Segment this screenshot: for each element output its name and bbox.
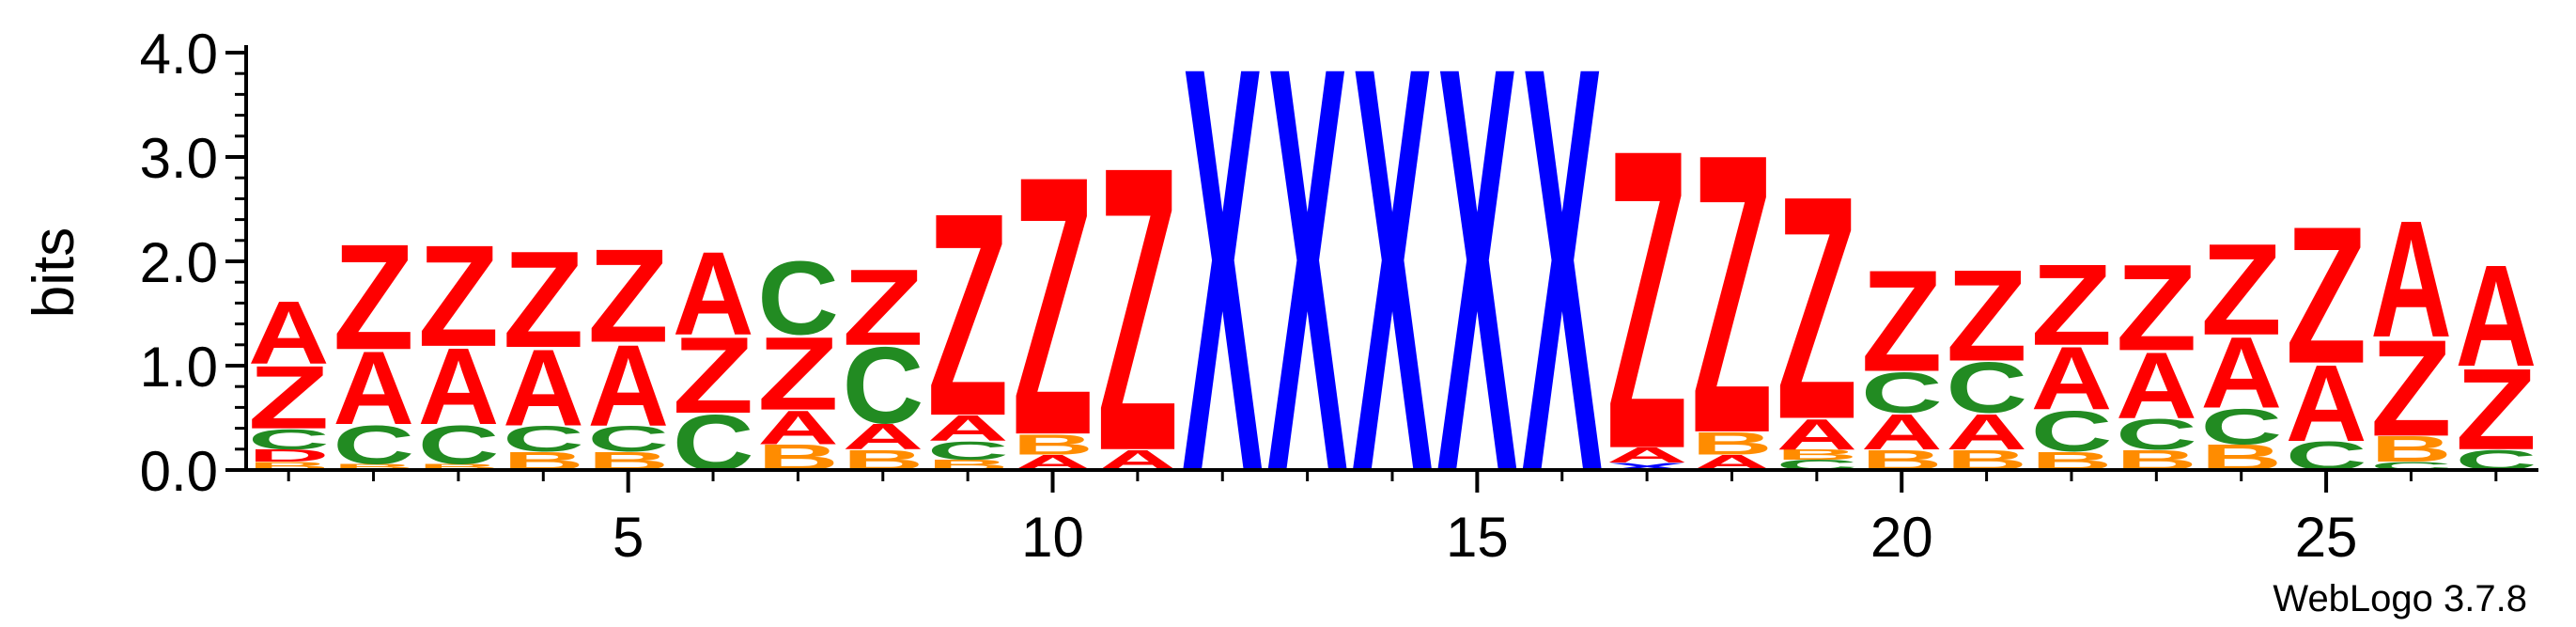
- logo-glyph-C: C: [503, 418, 584, 459]
- logo-glyph-A: A: [2116, 334, 2197, 439]
- y-tick-label: 1.0: [140, 336, 218, 399]
- logo-glyph-A: A: [587, 321, 669, 450]
- logo-glyph-C: C: [333, 415, 414, 476]
- logo-glyph-Z: Z: [333, 213, 413, 382]
- logo-glyph-Z: Z: [1691, 71, 1772, 516]
- logo-glyph-A: A: [843, 416, 924, 457]
- logo-glyph-A: A: [1861, 403, 1943, 460]
- logo-glyph-Z: Z: [2201, 216, 2282, 362]
- x-tick-label: 10: [1021, 506, 1084, 569]
- logo-axes: 0.0 1.0 2.0 3.0 4.0 5 10 15 20 25: [140, 23, 2538, 569]
- logo-glyph-C: C: [2201, 399, 2283, 455]
- logo-glyph-Z: Z: [1606, 61, 1687, 539]
- logo-glyph-A: A: [333, 330, 414, 447]
- logo-glyph-C: C: [1861, 361, 1943, 426]
- logo-glyph-B: B: [2370, 429, 2452, 469]
- logo-glyph-Z: Z: [2286, 185, 2367, 404]
- logo-glyph-D: D: [248, 447, 330, 466]
- x-tick-label: 5: [613, 506, 644, 569]
- logo-glyph-Z: Z: [1097, 83, 1178, 536]
- logo-glyph-X: X: [1352, 0, 1434, 593]
- logo-glyph-A: A: [1946, 403, 2027, 460]
- logo-glyph-C: C: [757, 241, 839, 357]
- logo-glyph-B: B: [1777, 447, 1858, 462]
- logo-glyph-C: C: [1946, 348, 2027, 429]
- x-tick-label: 20: [1870, 506, 1933, 569]
- logo-glyph-B: B: [1012, 429, 1094, 462]
- logo-glyph-C: C: [2116, 411, 2197, 459]
- logo-glyph-A: A: [2456, 236, 2537, 398]
- logo-glyph-Z: Z: [587, 222, 668, 370]
- logo-glyph-Z: Z: [418, 215, 499, 377]
- logo-glyph-A: A: [673, 227, 754, 361]
- logo-glyph-X: X: [1182, 0, 1264, 593]
- logo-glyph-A: A: [2286, 342, 2367, 464]
- logo-glyph-B: B: [1691, 426, 1773, 462]
- y-tick-label: 3.0: [140, 127, 218, 190]
- logo-glyph-A: A: [1606, 444, 1688, 468]
- logo-glyph-A: A: [757, 400, 839, 454]
- logo-glyph-Z: Z: [2116, 239, 2196, 376]
- y-tick-label: 0.0: [140, 440, 218, 503]
- y-tick-label: 2.0: [140, 231, 218, 294]
- y-axis-label: bits: [22, 227, 86, 318]
- logo-glyph-X: X: [1266, 0, 1348, 593]
- logo-glyph-A: A: [2031, 328, 2113, 429]
- logo-glyph-Z: Z: [1946, 243, 2026, 388]
- logo-glyph-A: A: [2201, 317, 2283, 430]
- logo-glyph-A: A: [503, 326, 584, 448]
- logo-glyph-A: A: [2370, 187, 2452, 373]
- logo-glyph-Z: Z: [2370, 311, 2451, 465]
- logo-glyph-X: X: [1606, 461, 1687, 472]
- x-tick-label: 15: [1446, 506, 1509, 569]
- logo-glyph-Z: Z: [757, 315, 838, 431]
- logo-glyph-X: X: [1436, 0, 1518, 593]
- logo-glyph-Z: Z: [927, 152, 1008, 476]
- x-tick-label: 25: [2295, 506, 2358, 569]
- logo-glyph-B: B: [418, 462, 500, 472]
- logo-glyph-B: B: [333, 462, 414, 472]
- logo-glyph-C: C: [587, 418, 669, 459]
- weblogo-version-label: WebLogo 3.7.8: [2273, 578, 2527, 619]
- logo-glyph-C: C: [418, 415, 500, 476]
- logo-glyph-Z: Z: [503, 223, 583, 377]
- logo-glyph-Z: Z: [2031, 241, 2112, 369]
- logo-glyph-C: C: [927, 436, 1009, 465]
- logo-glyph-Z: Z: [248, 347, 329, 447]
- logo-glyph-X: X: [1522, 0, 1604, 593]
- logo-glyph-C: C: [248, 423, 330, 456]
- logo-glyph-Z: Z: [1861, 241, 1942, 402]
- logo-glyph-Z: Z: [843, 247, 923, 368]
- logo-glyph-C: C: [2031, 400, 2113, 464]
- logo-glyph-Z: Z: [673, 315, 753, 436]
- logo-glyph-A: A: [248, 282, 330, 383]
- logo-glyph-Z: Z: [2456, 345, 2537, 474]
- logo-glyph-A: A: [927, 408, 1009, 448]
- logo-glyph-A: A: [1777, 411, 1858, 459]
- logo-glyph-A: A: [418, 325, 500, 447]
- logo-glyph-C: C: [843, 324, 924, 447]
- logo-glyph-Z: Z: [1777, 131, 1857, 486]
- y-tick-label: 4.0: [140, 23, 218, 86]
- logo-glyph-Z: Z: [1012, 100, 1093, 512]
